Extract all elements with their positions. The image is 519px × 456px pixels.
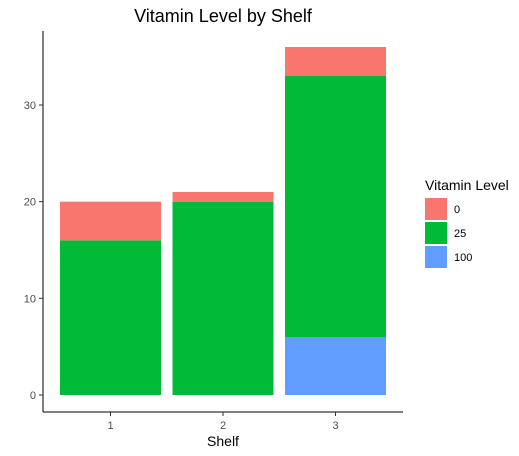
x-tick-label: 3: [332, 420, 338, 432]
bar-segment-shelf-3-level-0: [285, 47, 386, 76]
x-ticks: 1 2 3: [107, 412, 339, 432]
x-tick-label: 2: [220, 420, 226, 432]
bar-segment-shelf-2-level-25: [172, 201, 274, 395]
legend-key-25: [425, 222, 447, 244]
y-tick-label: 20: [24, 197, 36, 209]
legend: Vitamin Level 0 25 100: [425, 177, 509, 268]
y-ticks: 0 10 20 30: [24, 100, 43, 402]
bar-segment-shelf-1-level-0: [60, 201, 161, 241]
bar-segment-shelf-3-level-25: [285, 76, 386, 337]
legend-title: Vitamin Level: [425, 177, 509, 193]
y-tick-label: 10: [24, 293, 36, 305]
legend-label-100: 100: [454, 252, 472, 264]
legend-label-25: 25: [454, 228, 466, 240]
y-tick-label: 30: [24, 100, 36, 112]
x-tick-label: 1: [107, 420, 113, 432]
legend-label-0: 0: [454, 204, 460, 216]
bar-segment-shelf-2-level-0: [172, 192, 274, 202]
x-axis-title: Shelf: [207, 433, 239, 449]
chart-title: Vitamin Level by Shelf: [134, 6, 313, 26]
legend-key-0: [425, 198, 447, 220]
bar-segment-shelf-1-level-25: [60, 240, 161, 395]
y-tick-label: 0: [30, 390, 36, 402]
bars-group: [60, 47, 386, 395]
legend-key-100: [425, 246, 447, 268]
bar-segment-shelf-3-level-100: [285, 337, 386, 395]
